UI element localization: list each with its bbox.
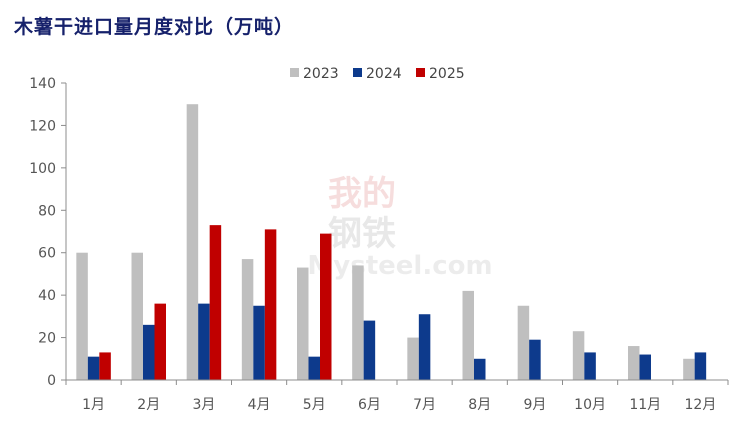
legend-swatch — [353, 68, 362, 77]
bar-2025-3 — [209, 225, 222, 380]
legend: 2023 2024 2025 — [290, 66, 465, 82]
bar-2025-5 — [320, 233, 332, 380]
bar-2023-11 — [628, 346, 640, 380]
x-tick-label: 9月 — [523, 397, 546, 413]
y-axis: 0 20 40 60 80 100 120 140 — [29, 76, 67, 389]
bar-2023-10 — [572, 331, 585, 380]
x-tick-label: 5月 — [303, 397, 326, 413]
bar-2023-5 — [297, 267, 309, 380]
watermark-line-3: Mysteel.com — [307, 251, 492, 281]
y-tick-label: 20 — [38, 331, 56, 347]
bar-2024-10 — [584, 352, 596, 380]
bar-2023-8 — [462, 290, 474, 380]
x-tick-label: 3月 — [192, 397, 215, 413]
bar-2025-1 — [99, 352, 111, 380]
legend-label: 2023 — [303, 66, 339, 82]
legend-item-2025: 2025 — [416, 66, 465, 82]
bar-2024-5 — [308, 356, 320, 380]
bar-2024-8 — [474, 358, 486, 380]
y-tick-label: 140 — [29, 76, 56, 92]
bar-2023-12 — [683, 358, 695, 380]
x-tick-label: 8月 — [468, 397, 491, 413]
x-tick-label: 1月 — [82, 397, 105, 413]
bar-2025-4 — [264, 229, 277, 380]
bar-2024-4 — [253, 305, 265, 380]
y-tick-label: 0 — [47, 373, 56, 389]
bar-2025-2 — [154, 303, 166, 380]
bar-2023-7 — [407, 337, 419, 380]
legend-swatch — [290, 68, 299, 77]
y-tick-label: 40 — [38, 288, 56, 304]
bar-2024-11 — [639, 354, 651, 380]
y-tick-label: 60 — [38, 246, 56, 262]
x-tick-label: 10月 — [574, 397, 606, 413]
bar-2023-4 — [241, 259, 254, 380]
bar-2023-6 — [352, 265, 364, 380]
y-tick-label: 120 — [29, 118, 56, 134]
bar-2024-12 — [694, 352, 707, 380]
bar-2024-6 — [363, 320, 376, 380]
bar-2024-3 — [198, 303, 210, 380]
x-tick-label: 2月 — [137, 397, 160, 413]
watermark-logo: 我的 钢铁 Mysteel.com — [307, 174, 492, 281]
x-axis: 1月 2月 3月 4月 5月 6月 7月 8月 9月 10月 11月 12月 — [65, 379, 729, 413]
bars — [76, 104, 707, 380]
x-tick-label: 12月 — [685, 397, 717, 413]
bar-2023-9 — [517, 305, 530, 380]
y-tick-label: 80 — [38, 203, 56, 219]
x-tick-label: 4月 — [248, 397, 271, 413]
bar-2024-1 — [87, 356, 100, 380]
x-tick-label: 11月 — [629, 397, 661, 413]
y-tick-label: 100 — [29, 161, 56, 177]
legend-label: 2025 — [429, 66, 465, 82]
legend-label: 2024 — [366, 66, 402, 82]
bar-2024-2 — [143, 324, 155, 380]
legend-item-2024: 2024 — [353, 66, 402, 82]
chart-title: 木薯干进口量月度对比（万吨） — [14, 16, 295, 38]
legend-swatch — [416, 68, 425, 77]
bar-2024-9 — [529, 339, 541, 380]
legend-item-2023: 2023 — [290, 66, 339, 82]
watermark-line-1: 我的 — [328, 174, 396, 214]
watermark-line-2: 钢铁 — [328, 214, 396, 254]
bar-2023-2 — [131, 252, 143, 380]
x-tick-label: 7月 — [413, 397, 436, 413]
bar-2023-1 — [76, 252, 88, 380]
x-tick-label: 6月 — [358, 397, 381, 413]
bar-2024-7 — [418, 314, 431, 380]
bar-2023-3 — [186, 104, 199, 380]
